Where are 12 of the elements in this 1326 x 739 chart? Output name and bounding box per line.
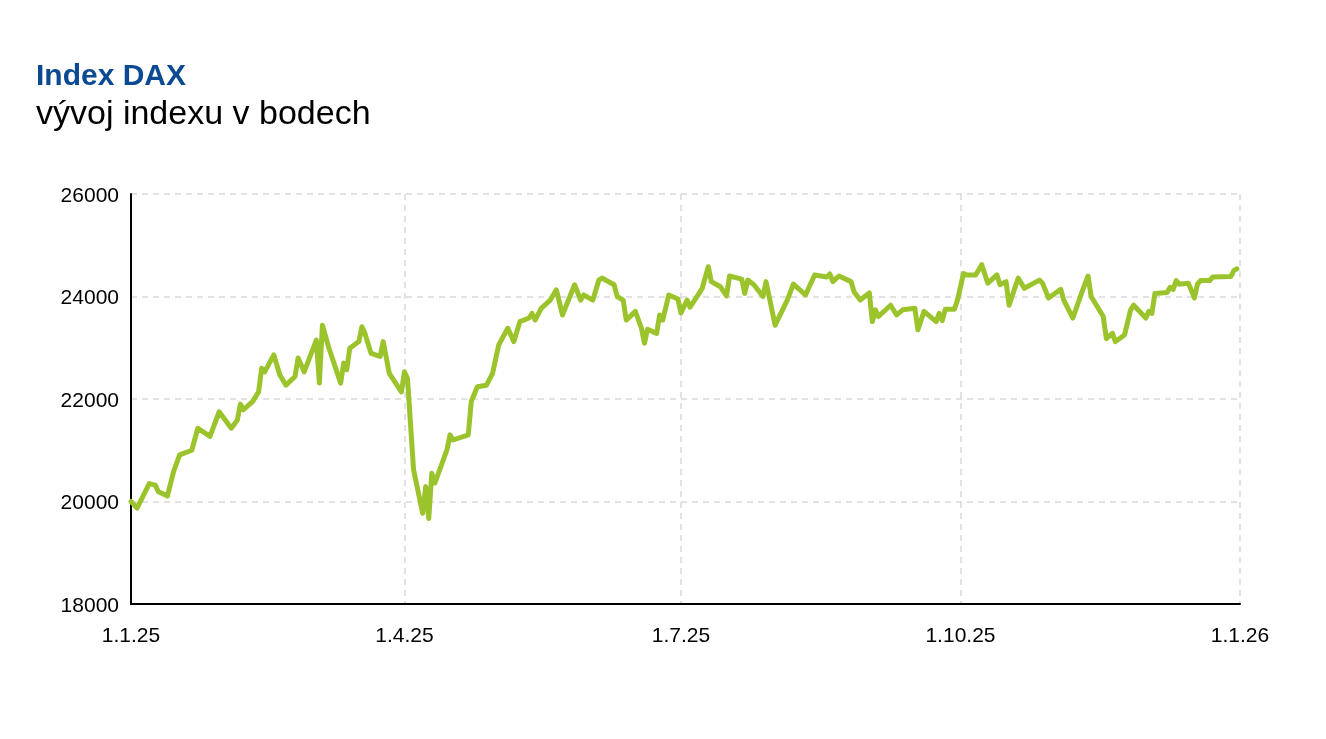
x-tick-label: 1.10.25 — [925, 623, 996, 646]
chart-subtitle: vývoj indexu v bodech — [36, 93, 371, 131]
x-tick-label: 1.1.25 — [101, 623, 161, 646]
y-tick-label: 24000 — [60, 285, 119, 308]
y-tick-label: 18000 — [60, 592, 119, 616]
chart-title: Index DAX — [36, 57, 187, 91]
x-tick-label: 1.7.25 — [651, 623, 711, 646]
y-tick-label: 26000 — [60, 182, 119, 206]
y-tick-label: 22000 — [60, 387, 119, 411]
x-tick-label: 1.1.26 — [1210, 623, 1270, 646]
x-tick-label: 1.4.25 — [375, 623, 434, 646]
y-tick-label: 20000 — [60, 490, 119, 513]
